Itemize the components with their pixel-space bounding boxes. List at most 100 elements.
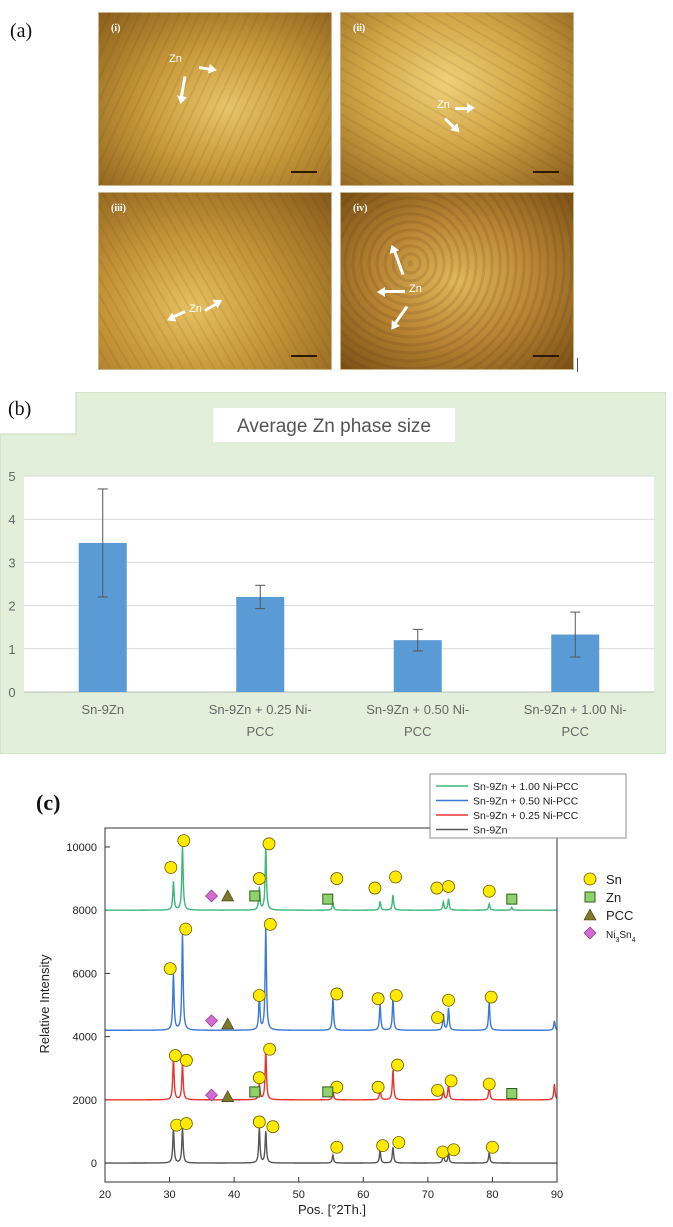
ni3sn4-marker	[205, 1014, 218, 1028]
panel-label-b: (b)	[8, 398, 32, 420]
y-axis-label: Relative Intensity	[37, 954, 52, 1053]
arrow-icon	[383, 290, 405, 293]
y-tick-label: 0	[91, 1158, 97, 1170]
x-tick-label: 40	[228, 1189, 240, 1201]
plot-frame	[104, 827, 558, 1183]
x-tick-label: 30	[163, 1189, 175, 1201]
sn-marker	[262, 837, 276, 851]
micrograph-label: (ii)	[353, 23, 366, 34]
zn-marker	[506, 893, 518, 905]
sn-marker	[482, 1077, 496, 1091]
panel-label-c: (c)	[36, 790, 61, 815]
sn-marker	[252, 1115, 266, 1129]
x-axis-label: Pos. [°2Th.]	[298, 1202, 366, 1217]
pcc-marker	[221, 1017, 235, 1030]
sn-marker	[442, 880, 455, 893]
marker-legend-label: Sn	[606, 872, 622, 887]
category-label: PCC	[562, 724, 589, 739]
legend-entry: Sn-9Zn	[473, 825, 508, 837]
sn-marker	[179, 1053, 193, 1067]
sn-marker	[179, 922, 193, 936]
zn-marker	[249, 890, 261, 902]
y-tick-label: 3	[8, 555, 15, 570]
sn-marker	[177, 834, 191, 848]
y-tick-label: 4000	[73, 1032, 97, 1044]
sn-marker	[252, 872, 266, 885]
sn-marker	[330, 1140, 344, 1154]
y-tick-label: 1	[8, 642, 15, 657]
micrograph-label: (iii)	[111, 203, 126, 214]
sn-marker	[430, 881, 444, 895]
xrd-series-lines	[105, 845, 558, 1164]
sn-marker	[376, 1139, 390, 1153]
x-tick-label: 50	[293, 1189, 305, 1201]
zn-marker	[506, 1088, 518, 1099]
y-tick-label: 6000	[73, 968, 97, 980]
plot-area	[24, 476, 654, 692]
category-label: Sn-9Zn + 0.25 Ni-	[209, 702, 312, 717]
micrograph-label: (i)	[111, 23, 121, 34]
x-tick-label: 80	[486, 1189, 498, 1201]
marker-legend-label: Ni3Sn4	[606, 930, 636, 944]
y-tick-label: 8000	[73, 905, 97, 917]
sn-marker	[583, 872, 597, 886]
pcc-marker	[221, 1090, 235, 1102]
x-tick-label: 60	[357, 1189, 369, 1201]
y-tick-labels: 0 1 2 3 4 5	[8, 469, 15, 700]
zn-annotation: Zn	[189, 303, 202, 315]
legend-entry: Sn-9Zn + 1.00 Ni-PCC	[473, 781, 579, 793]
scale-bar	[291, 171, 317, 173]
ni3sn4-marker	[205, 889, 218, 903]
y-tick-label: 10000	[66, 842, 97, 854]
chart-title-box	[213, 408, 455, 442]
pcc-marker	[221, 889, 235, 902]
micrograph-label: (iv)	[353, 203, 368, 214]
x-ticks: 20 30 40 50 60 70 80 90	[99, 1177, 563, 1201]
legend-box	[429, 773, 627, 839]
sn-marker	[252, 989, 266, 1002]
x-tick-label: 90	[551, 1189, 563, 1201]
sn-marker	[179, 1117, 193, 1130]
xrd-series-line	[105, 1127, 557, 1164]
xrd-series-line	[105, 845, 557, 911]
sn-marker	[164, 861, 178, 874]
xrd-series-line	[105, 927, 558, 1031]
sn-marker	[330, 872, 344, 885]
error-bars	[97, 488, 581, 658]
bar	[236, 596, 285, 692]
sn-marker	[266, 1120, 280, 1134]
legend-entry: Sn-9Zn + 0.25 Ni-PCC	[473, 810, 579, 822]
zn-annotation: Zn	[437, 99, 450, 111]
xrd-series-line	[105, 1048, 558, 1101]
pcc-marker	[583, 908, 597, 921]
zn-annotation: Zn	[409, 283, 422, 295]
y-tick-label: 2	[8, 599, 15, 614]
category-label: PCC	[404, 724, 431, 739]
zn-annotation: Zn	[169, 53, 182, 65]
y-tick-label: 0	[8, 685, 15, 700]
sn-marker	[442, 993, 455, 1007]
sn-marker	[371, 992, 385, 1006]
sn-marker	[447, 1143, 461, 1157]
x-tick-label: 20	[99, 1189, 111, 1201]
sn-marker	[330, 987, 344, 1001]
arrow-icon	[455, 103, 475, 113]
category-label: Sn-9Zn + 1.00 Ni-	[524, 702, 627, 717]
series-legend: Sn-9Zn + 1.00 Ni-PCC Sn-9Zn + 0.50 Ni-PCC…	[429, 773, 627, 839]
sn-marker	[389, 989, 403, 1002]
y-tick-label: 5	[8, 469, 15, 484]
panel-label-a: (a)	[10, 20, 33, 42]
sn-marker	[431, 1083, 444, 1097]
sn-marker	[252, 1071, 266, 1085]
sn-marker	[263, 918, 277, 931]
sn-marker	[431, 1011, 444, 1025]
category-label: Sn-9Zn	[81, 702, 124, 717]
divider-tick	[577, 358, 578, 372]
ni3sn4-marker	[205, 1088, 218, 1102]
zn-marker	[322, 1086, 334, 1098]
scale-bar	[291, 355, 317, 357]
sn-marker	[368, 881, 382, 895]
x-tick-label: 70	[422, 1189, 434, 1201]
